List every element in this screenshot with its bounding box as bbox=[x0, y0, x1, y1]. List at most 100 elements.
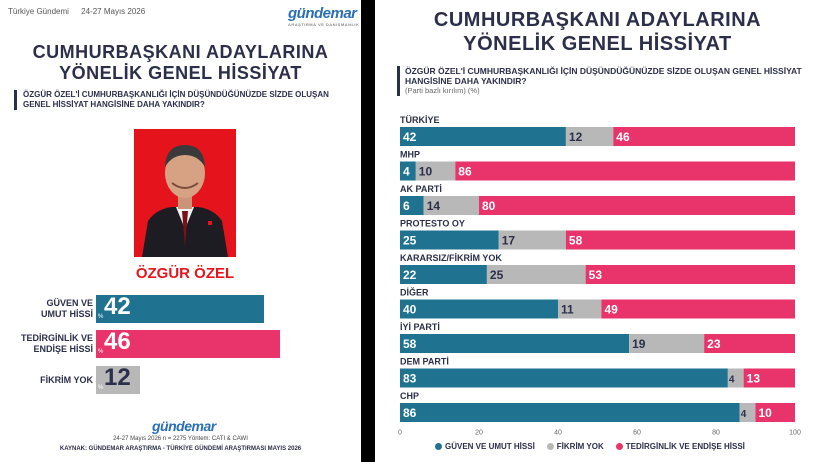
stacked-bar-chart: TÜRKİYE 42 12 46 MHP 4 10 86 AK PARTİ 6 14 80 PROTES… bbox=[398, 115, 801, 437]
data-label: 4 bbox=[729, 375, 735, 386]
x-tick-label: 60 bbox=[633, 430, 641, 437]
bar-segment bbox=[479, 196, 795, 215]
legend-swatch bbox=[615, 443, 623, 451]
category-label: DİĞER bbox=[400, 287, 429, 298]
data-label: 11 bbox=[561, 303, 574, 317]
data-label: 58 bbox=[403, 337, 417, 351]
bar-segment bbox=[400, 196, 424, 215]
data-label: 53 bbox=[589, 268, 603, 282]
bar-segment bbox=[400, 334, 630, 353]
x-tick-label: 0 bbox=[398, 430, 402, 437]
left-bar: % 42 bbox=[96, 293, 264, 323]
bar-segment bbox=[400, 368, 728, 388]
left-title-line1: CUMHURBAŞKANI ADAYLARINA bbox=[32, 42, 329, 62]
right-title-line2: YÖNELİK GENEL HİSSİYAT bbox=[463, 33, 732, 55]
category-label: İYİ PARTİ bbox=[400, 322, 440, 332]
data-label: 4 bbox=[741, 409, 747, 420]
data-label: 42 bbox=[403, 130, 417, 144]
left-bar-value: 42 bbox=[104, 293, 131, 320]
left-bar-percent-sign: % bbox=[98, 349, 104, 355]
data-label: 6 bbox=[403, 199, 410, 213]
category-label: KARARSIZ/FİKRİM YOK bbox=[400, 253, 502, 263]
right-question-text: ÖZGÜR ÖZEL'İ CUMHURBAŞKANLIĞI İÇİN DÜŞÜN… bbox=[405, 66, 802, 86]
bar-segment bbox=[565, 230, 795, 250]
left-question: ÖZGÜR ÖZEL'İ CUMHURBAŞKANLIĞI İÇİN DÜŞÜN… bbox=[14, 90, 353, 110]
data-label: 25 bbox=[490, 268, 504, 282]
left-bar-percent-sign: % bbox=[98, 385, 104, 391]
data-label: 25 bbox=[403, 234, 417, 248]
right-title-line1: CUMHURBAŞKANI ADAYLARINA bbox=[433, 9, 762, 31]
bar-segment bbox=[415, 161, 456, 181]
header-date: 24-27 Mayıs 2026 bbox=[81, 7, 146, 16]
right-question-note: (Parti bazlı kırılım) (%) bbox=[405, 86, 480, 95]
bar-segment bbox=[755, 403, 795, 422]
data-label: 80 bbox=[482, 199, 496, 213]
left-bar-value: 46 bbox=[104, 328, 131, 355]
header-title: Türkiye Gündemi bbox=[8, 7, 69, 16]
data-label: 40 bbox=[403, 303, 417, 317]
bar-segment bbox=[400, 161, 416, 181]
bar-segment bbox=[558, 299, 602, 319]
footer-meta: 24-27 Mayıs 2026 n = 2275 Yöntem: CATI &… bbox=[113, 436, 248, 442]
bar-segment bbox=[629, 334, 705, 353]
bar-segment bbox=[486, 265, 586, 284]
left-bar-percent-sign: % bbox=[98, 314, 104, 320]
data-label: 86 bbox=[458, 165, 472, 179]
footer-logo-text: gündemar bbox=[152, 418, 216, 434]
data-label: 10 bbox=[419, 165, 433, 179]
data-label: 12 bbox=[569, 130, 583, 144]
data-label: 10 bbox=[759, 406, 773, 420]
left-bar: % 46 bbox=[96, 328, 280, 358]
footer-source: KAYNAK: GÜNDEMAR ARAŞTIRMA - TÜRKİYE GÜN… bbox=[59, 446, 302, 452]
bar-segment bbox=[704, 334, 795, 353]
data-label: 49 bbox=[604, 303, 618, 317]
chart-legend: GÜVEN VE UMUT HİSSİ FİKRİM YOK TEDİRGİNLİK… bbox=[435, 442, 815, 451]
left-bar: % 12 bbox=[96, 364, 140, 394]
bar-segment bbox=[565, 127, 614, 146]
left-row-label: TEDİRGİNLİK VE ENDİŞE HİSSİ bbox=[20, 333, 93, 354]
data-label: 83 bbox=[403, 372, 417, 386]
data-label: 46 bbox=[616, 130, 630, 144]
bar-segment bbox=[613, 127, 795, 146]
bar-segment bbox=[400, 265, 487, 284]
data-label: 13 bbox=[747, 372, 761, 386]
bar-segment bbox=[455, 161, 795, 181]
category-label: CHP bbox=[400, 391, 419, 401]
bar-segment bbox=[400, 403, 740, 422]
bar-segment bbox=[498, 230, 566, 250]
candidate-name: ÖZGÜR ÖZEL bbox=[135, 265, 235, 282]
bar-segment bbox=[400, 127, 566, 146]
right-question: ÖZGÜR ÖZEL'İ CUMHURBAŞKANLIĞI İÇİN DÜŞÜN… bbox=[397, 66, 815, 96]
left-row-label: FİKRİM YOK bbox=[40, 375, 93, 385]
left-panel: Türkiye Gündemi 24-27 Mayıs 2026 gündema… bbox=[0, 0, 361, 462]
category-label: MHP bbox=[400, 150, 420, 160]
left-title: CUMHURBAŞKANI ADAYLARINA YÖNELİK GENEL H… bbox=[10, 42, 351, 84]
legend-item: FİKRİM YOK bbox=[546, 442, 604, 451]
data-label: 17 bbox=[502, 234, 516, 248]
bar-segment bbox=[727, 368, 744, 388]
bar-segment bbox=[423, 196, 479, 215]
portrait-illustration bbox=[134, 129, 236, 257]
bar-segment bbox=[739, 403, 756, 422]
left-header: Türkiye Gündemi 24-27 Mayıs 2026 bbox=[8, 7, 155, 16]
bar-segment bbox=[601, 299, 795, 319]
category-label: DEM PARTİ bbox=[400, 357, 449, 367]
logo-subtitle: ARAŞTIRMA VE DANIŞMANLIK bbox=[288, 22, 360, 27]
right-panel: CUMHURBAŞKANI ADAYLARINA YÖNELİK GENEL H… bbox=[375, 0, 820, 462]
legend-label: TEDİRGİNLİK VE ENDİŞE HİSSİ bbox=[625, 442, 745, 451]
x-tick-label: 80 bbox=[712, 430, 720, 437]
footer-logo: gündemar bbox=[152, 418, 216, 434]
bar-segment bbox=[400, 230, 499, 250]
data-label: 14 bbox=[427, 199, 441, 213]
x-tick-label: 20 bbox=[475, 430, 483, 437]
logo-text: gündemar bbox=[288, 5, 357, 22]
legend-label: FİKRİM YOK bbox=[556, 442, 604, 451]
data-label: 58 bbox=[569, 234, 583, 248]
legend-swatch bbox=[546, 443, 554, 451]
left-row-label: GÜVEN VE UMUT HİSSİ bbox=[40, 298, 93, 319]
category-label: TÜRKİYE bbox=[400, 115, 440, 125]
data-label: 22 bbox=[403, 268, 417, 282]
gundemar-logo: gündemar ARAŞTIRMA VE DANIŞMANLIK bbox=[288, 5, 359, 27]
data-label: 19 bbox=[632, 337, 646, 351]
bar-segment bbox=[585, 265, 795, 284]
